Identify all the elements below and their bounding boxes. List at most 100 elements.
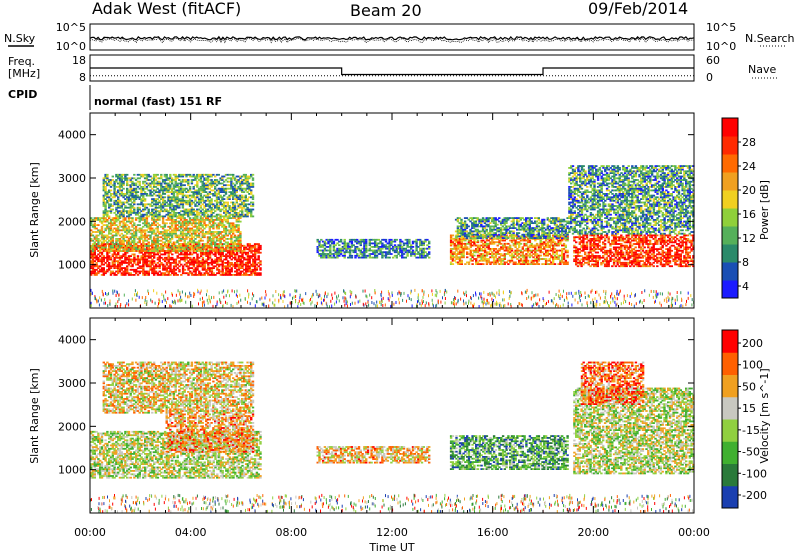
heat-cell: [215, 227, 219, 230]
heat-cell: [503, 244, 506, 247]
heat-cell: [217, 258, 221, 261]
heat-cell: [187, 250, 190, 252]
heat-cell: [250, 263, 253, 266]
heat-cell: [124, 256, 127, 259]
heat-cell: [363, 249, 366, 252]
heat-cell: [190, 194, 194, 197]
heat-cell: [143, 180, 147, 183]
heat-cell: [118, 222, 122, 225]
heat-cell: [108, 180, 111, 183]
heat-cell: [230, 210, 233, 213]
heat-cell: [206, 239, 210, 242]
heat-cell: [142, 241, 145, 244]
heat-cell: [203, 251, 206, 254]
heat-cell: [199, 175, 203, 178]
heat-cell: [226, 212, 229, 214]
heat-cell: [561, 234, 564, 237]
heat-cell: [120, 243, 123, 245]
heat-cell: [176, 198, 179, 200]
heat-cell: [131, 258, 134, 261]
heat-cell: [509, 259, 512, 262]
heat-cell: [145, 236, 149, 239]
heat-cell: [257, 255, 260, 257]
heat-cell: [210, 215, 213, 218]
heat-cell: [526, 241, 530, 244]
heat-cell: [224, 232, 228, 235]
heat-cell: [561, 253, 564, 255]
heat-cell: [203, 182, 206, 185]
heat-cell: [354, 256, 357, 259]
heat-cell: [532, 246, 535, 249]
heat-cell: [106, 250, 109, 252]
heat-cell: [212, 208, 215, 211]
heat-cell: [320, 246, 323, 248]
heat-cell: [219, 246, 223, 249]
heat-cell: [422, 251, 425, 254]
heat-cell: [248, 246, 251, 249]
heat-cell: [248, 267, 251, 269]
heat-cell: [185, 220, 188, 223]
heat-cell: [194, 268, 197, 271]
heat-cell: [120, 193, 123, 195]
heat-cell: [194, 203, 197, 206]
heat-cell: [463, 217, 467, 219]
heat-cell: [147, 212, 150, 214]
heat-cell: [138, 196, 141, 199]
heat-cell: [142, 205, 145, 207]
heat-cell: [178, 236, 181, 239]
heat-cell: [532, 244, 535, 247]
heat-cell: [108, 222, 111, 225]
heat-cell: [334, 249, 337, 252]
heat-cell: [237, 263, 241, 266]
heat-cell: [133, 173, 136, 176]
heat-cell: [460, 251, 463, 254]
heat-cell: [115, 227, 118, 230]
heat-cell: [124, 198, 127, 200]
heat-cell: [208, 253, 212, 256]
heat-cell: [136, 203, 140, 206]
heat-cell: [345, 244, 348, 247]
heat-cell: [241, 194, 244, 197]
heat-cell: [223, 248, 226, 251]
heat-cell: [117, 191, 120, 193]
heat-cell: [156, 231, 159, 233]
heat-cell: [214, 243, 217, 245]
heat-cell: [480, 239, 483, 242]
heat-cell: [93, 222, 96, 225]
heat-cell: [122, 250, 125, 252]
heat-cell: [106, 212, 109, 214]
heat-cell: [131, 244, 134, 247]
heat-cell: [187, 224, 190, 226]
heat-cell: [113, 193, 116, 195]
heat-cell: [180, 263, 183, 266]
heat-cell: [253, 250, 257, 252]
heat-cell: [136, 177, 140, 180]
heat-cell: [134, 179, 138, 181]
heat-cell: [232, 243, 235, 245]
heat-cell: [115, 173, 118, 176]
heat-cell: [126, 229, 129, 232]
heat-cell: [215, 239, 219, 242]
heat-cell: [133, 227, 136, 230]
heat-cell: [210, 201, 213, 204]
heat-cell: [234, 246, 237, 249]
heat-cell: [138, 236, 141, 239]
heat-cell: [207, 268, 210, 271]
heat-cell: [420, 254, 424, 257]
heat-cell: [483, 248, 487, 250]
heat-cell: [124, 227, 127, 230]
noise-right-tick-top: 10^5: [706, 21, 736, 34]
heat-cell: [329, 256, 332, 259]
heat-cell: [553, 256, 557, 259]
heat-cell: [235, 262, 239, 264]
heat-cell: [181, 206, 185, 209]
heat-cell: [90, 246, 93, 249]
heat-cell: [205, 212, 208, 214]
heat-cell: [104, 256, 107, 259]
heat-cell: [217, 224, 220, 226]
heat-cell: [206, 208, 210, 211]
heat-cell: [232, 208, 235, 211]
heat-cell: [120, 225, 123, 228]
heat-cell: [140, 217, 143, 219]
heat-cell: [169, 217, 172, 219]
